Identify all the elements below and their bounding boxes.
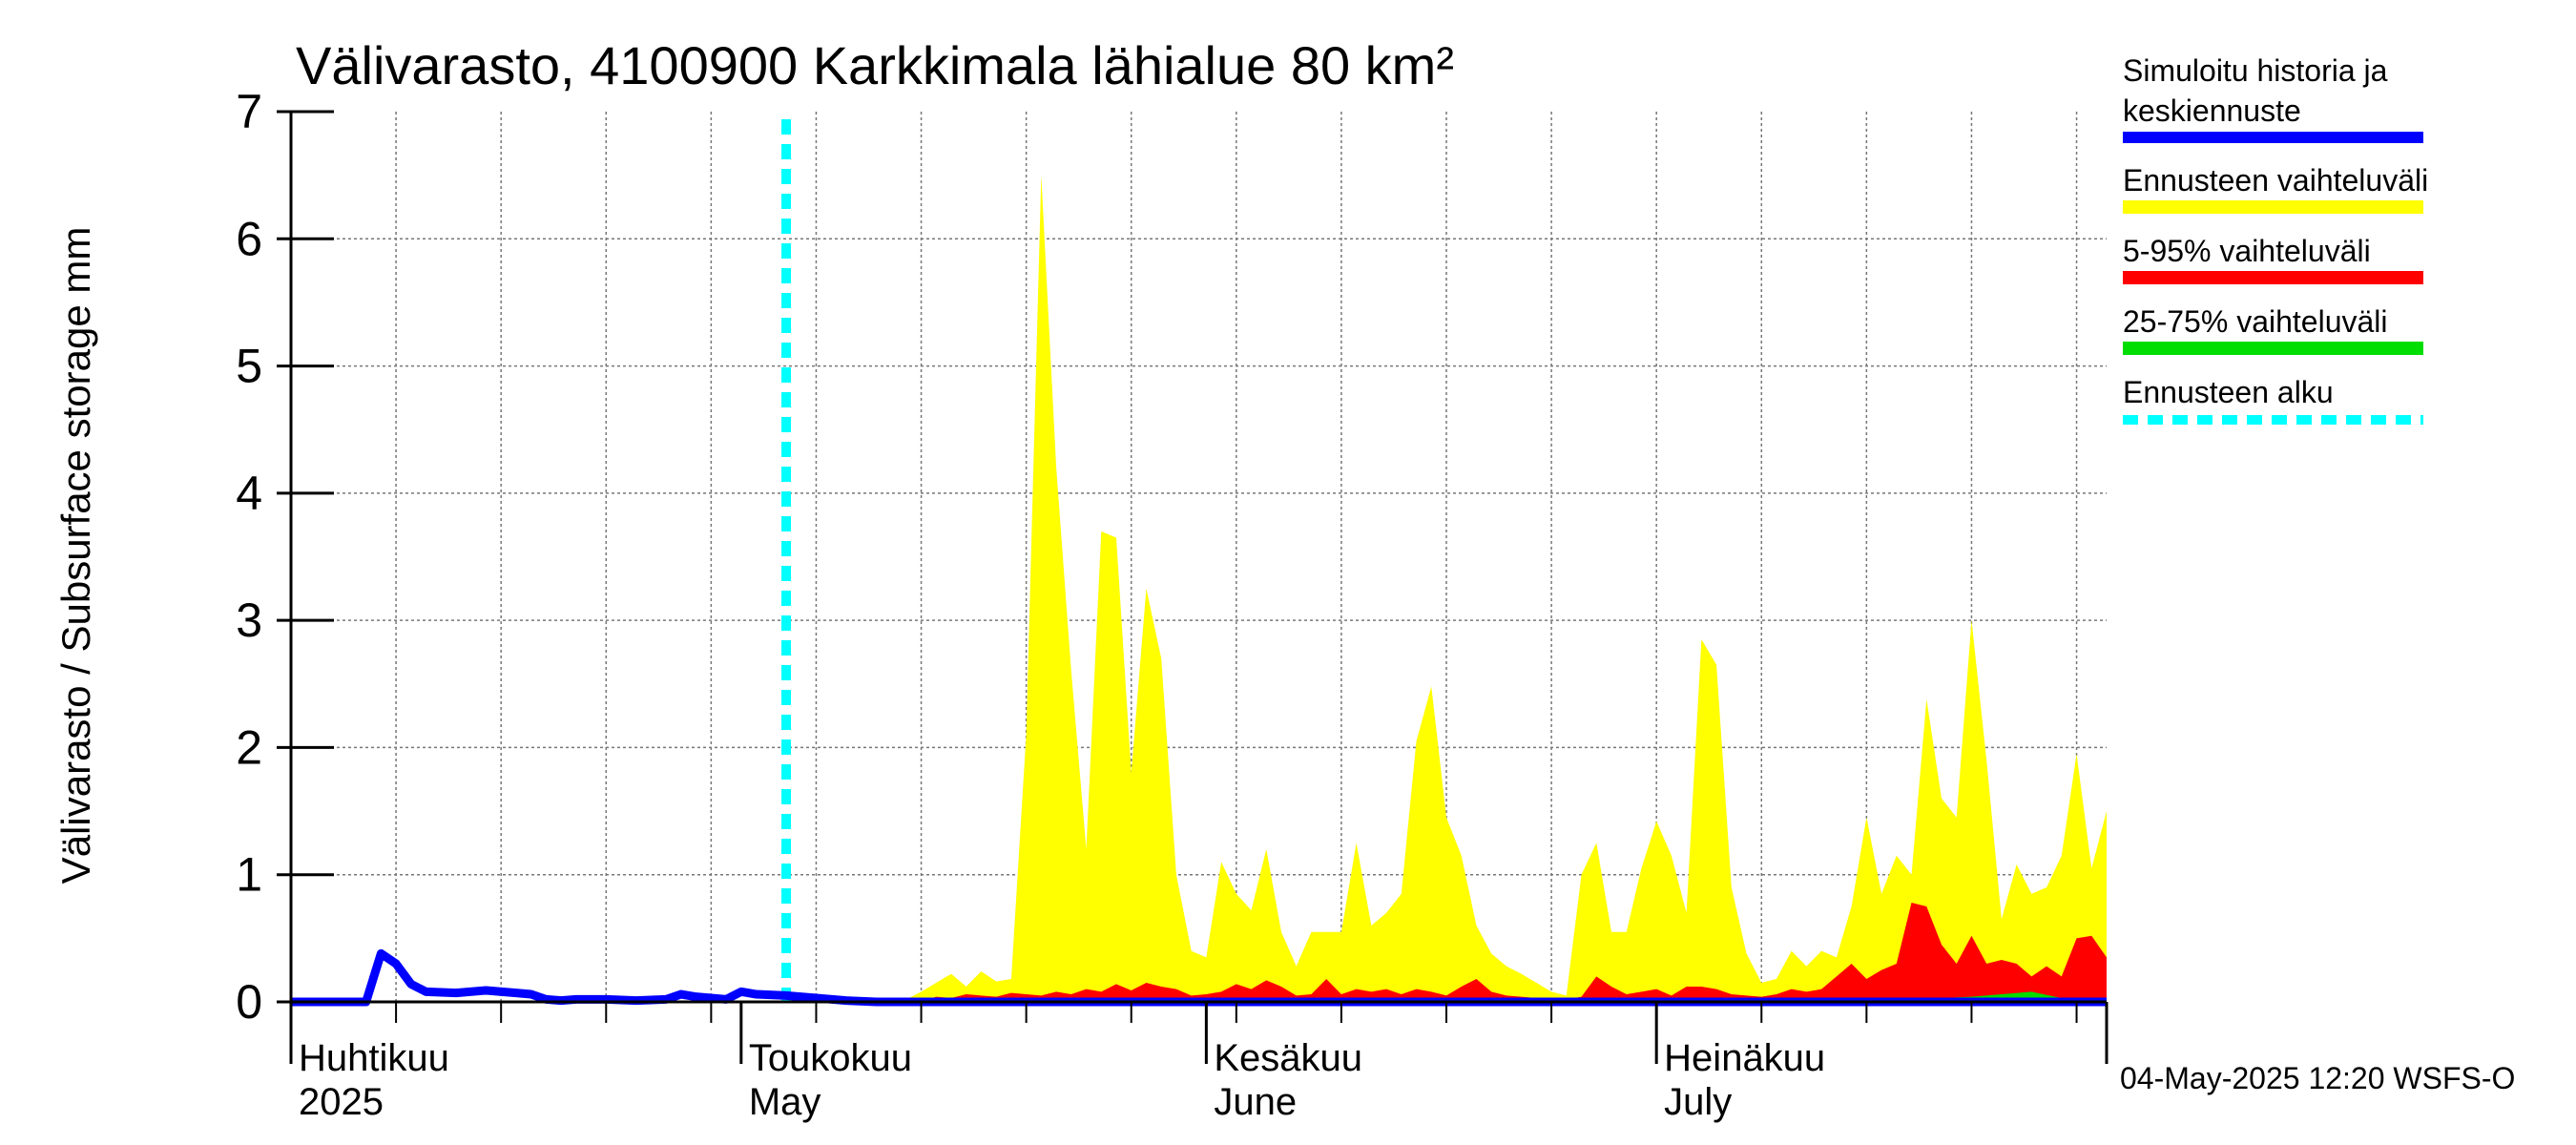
x-month-label: Toukokuu (749, 1037, 912, 1079)
y-tick-label: 3 (236, 593, 262, 647)
y-tick-label: 4 (236, 467, 262, 520)
x-month-sublabel: June (1214, 1081, 1297, 1123)
footer-timestamp: 04-May-2025 12:20 WSFS-O (2120, 1061, 2515, 1095)
x-month-sublabel: 2025 (299, 1081, 384, 1123)
legend-history-label-1: Simuloitu historia ja (2123, 53, 2388, 88)
area-series-0 (786, 175, 2107, 1003)
y-tick-label: 6 (236, 212, 262, 265)
area-series-1 (921, 903, 2108, 1002)
legend-history-label-2: keskiennuste (2123, 94, 2301, 128)
x-month-label: Heinäkuu (1664, 1037, 1825, 1079)
y-tick-label: 2 (236, 720, 262, 774)
y-tick-label: 0 (236, 975, 262, 1029)
y-tick-label: 7 (236, 85, 262, 138)
x-month-label: Kesäkuu (1214, 1037, 1362, 1079)
x-month-sublabel: July (1664, 1081, 1732, 1123)
axes (277, 110, 2109, 1064)
legend: Simuloitu historia ja keskiennuste Ennus… (2123, 53, 2428, 425)
chart-title: Välivarasto, 4100900 Karkkimala lähialue… (296, 35, 1454, 95)
y-tick-label: 1 (236, 848, 262, 902)
history-line (291, 948, 2107, 1007)
legend-range-5-95-label: 5-95% vaihteluväli (2123, 234, 2371, 268)
legend-forecast-start-label: Ennusteen alku (2123, 375, 2334, 409)
legend-range-full-label: Ennusteen vaihteluväli (2123, 163, 2428, 198)
legend-range-25-75-label: 25-75% vaihteluväli (2123, 304, 2388, 339)
x-month-label: Huhtikuu (299, 1037, 449, 1079)
y-tick-labels: 0 1 2 3 4 5 6 7 (236, 85, 262, 1029)
y-tick-label: 5 (236, 340, 262, 393)
plot-area (291, 112, 2107, 1002)
y-axis-label: Välivarasto / Subsurface storage mm (53, 227, 98, 885)
grid (291, 112, 2107, 1002)
x-month-sublabel: May (749, 1081, 821, 1123)
data-lines (291, 119, 2107, 1007)
